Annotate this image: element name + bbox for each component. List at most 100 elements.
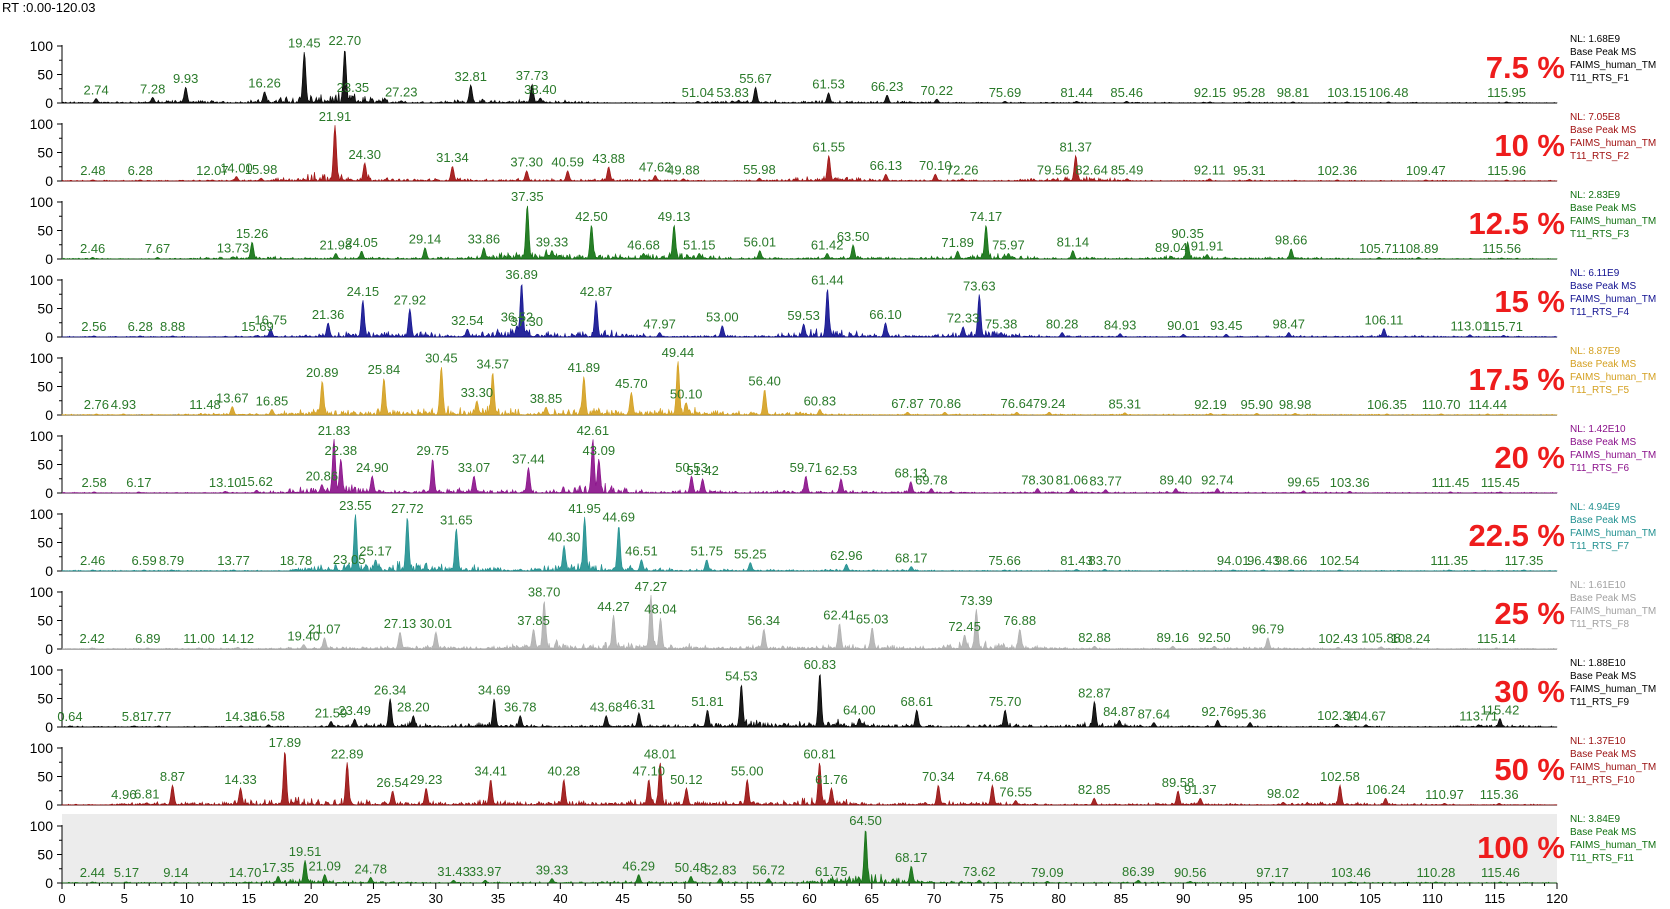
y-tick-label: 0: [45, 329, 53, 345]
peak-label: 42.61: [577, 423, 610, 438]
peak-label: 102.36: [1317, 163, 1357, 178]
peak-label: 40.30: [548, 529, 581, 544]
panel-background: [62, 814, 1557, 883]
peak-label: 60.83: [804, 657, 837, 672]
peak-label: 80.28: [1046, 316, 1079, 331]
peak-label: 82.64: [1075, 163, 1108, 178]
peak-label: 50.12: [670, 772, 703, 787]
peak-label: 61.53: [812, 77, 845, 92]
x-tick-label: 90: [1176, 891, 1190, 906]
peak-label: 81.37: [1059, 139, 1092, 154]
peak-label: 34.41: [474, 763, 507, 778]
peak-label: 55.25: [734, 546, 767, 561]
chromatogram-trace: [61, 674, 1558, 728]
peak-label: 68.13: [895, 466, 928, 481]
peak-label: 108.89: [1399, 241, 1439, 256]
peak-label: 53.83: [716, 85, 749, 100]
trace-info-line: T11_RTS_F11: [1570, 853, 1634, 864]
peak-label: 15.62: [240, 474, 273, 489]
peak-label: 115.42: [1481, 702, 1520, 717]
peak-label: 55.67: [739, 71, 772, 86]
faims-cv-label: 12.5 %: [1468, 206, 1565, 241]
x-tick-label: 60: [802, 891, 816, 906]
peak-label: 94.01: [1217, 553, 1250, 568]
y-tick-label: 50: [37, 457, 53, 473]
y-tick-label: 50: [37, 691, 53, 707]
trace-info-line: FAIMS_human_TM: [1570, 216, 1656, 227]
peak-label: 103.46: [1331, 865, 1371, 880]
peak-label: 102.58: [1320, 769, 1360, 784]
peak-label: 34.57: [476, 356, 509, 371]
peak-label: 8.87: [160, 769, 185, 784]
trace-info-line: Base Peak MS: [1570, 437, 1636, 448]
peak-label: 30.01: [420, 616, 453, 631]
peak-label: 115.71: [1484, 319, 1523, 334]
peak-label: 29.75: [416, 443, 449, 458]
peak-label: 82.88: [1078, 630, 1111, 645]
peak-label: 41.95: [568, 501, 601, 516]
peak-label: 21.83: [318, 423, 351, 438]
peak-label: 104.67: [1346, 709, 1386, 724]
peak-label: 50.48: [675, 860, 708, 875]
peak-label: 60.81: [803, 746, 836, 761]
peak-label: 2.74: [83, 82, 108, 97]
peak-label: 23.05: [333, 552, 366, 567]
chromatogram-trace: [61, 125, 1558, 182]
peak-label: 81.44: [1060, 85, 1093, 100]
y-tick-label: 0: [45, 95, 53, 111]
peak-label: 33.86: [468, 232, 501, 247]
trace-info-line: NL: 7.05E8: [1570, 112, 1620, 123]
y-tick-label: 50: [37, 769, 53, 785]
x-tick-label: 55: [740, 891, 754, 906]
peak-label: 61.44: [811, 273, 844, 288]
x-tick-label: 40: [553, 891, 567, 906]
peak-label: 27.13: [384, 616, 417, 631]
peak-label: 21.09: [308, 858, 341, 873]
peak-label: 90.01: [1167, 318, 1200, 333]
peak-label: 46.68: [627, 237, 660, 252]
peak-label: 6.81: [134, 787, 159, 802]
peak-label: 106.24: [1366, 782, 1406, 797]
peak-label: 25.84: [368, 362, 401, 377]
faims-cv-label: 100 %: [1477, 830, 1565, 865]
peak-label: 70.22: [921, 83, 954, 98]
peak-label: 76.64: [1001, 396, 1034, 411]
peak-label: 103.15: [1327, 85, 1367, 100]
peak-label: 61.55: [813, 139, 846, 154]
peak-label: 19.51: [289, 844, 322, 859]
peak-label: 2.48: [80, 163, 105, 178]
peak-label: 68.17: [895, 850, 928, 865]
peak-label: 99.65: [1287, 475, 1320, 490]
peak-label: 25.17: [359, 544, 392, 559]
peak-label: 21.07: [308, 622, 341, 637]
peak-label: 115.56: [1482, 241, 1521, 256]
trace-info-line: Base Peak MS: [1570, 749, 1636, 760]
peak-label: 64.50: [849, 813, 882, 828]
peak-label: 19.40: [287, 628, 320, 643]
peak-label: 24.15: [347, 284, 380, 299]
peak-label: 2.58: [81, 475, 106, 490]
peak-label: 48.04: [644, 602, 677, 617]
peak-label: 64.00: [843, 702, 876, 717]
peak-label: 13.77: [217, 553, 250, 568]
peak-label: 43.09: [583, 443, 616, 458]
y-tick-label: 50: [37, 379, 53, 395]
y-tick-label: 50: [37, 535, 53, 551]
peak-label: 113.01: [1451, 319, 1490, 334]
x-tick-label: 35: [491, 891, 505, 906]
peak-label: 31.65: [440, 512, 473, 527]
x-tick-label: 15: [242, 891, 256, 906]
peak-label: 23.55: [339, 498, 372, 513]
peak-label: 49.88: [667, 163, 700, 178]
peak-label: 24.78: [354, 861, 387, 876]
trace-info-line: NL: 4.94E9: [1570, 502, 1620, 513]
peak-label: 36.89: [505, 267, 538, 282]
peak-label: 22.38: [325, 443, 358, 458]
x-tick-label: 120: [1546, 891, 1568, 906]
x-tick-label: 75: [989, 891, 1003, 906]
peak-label: 113.71: [1459, 709, 1498, 724]
peak-label: 38.85: [530, 391, 563, 406]
peak-label: 56.40: [748, 373, 781, 388]
